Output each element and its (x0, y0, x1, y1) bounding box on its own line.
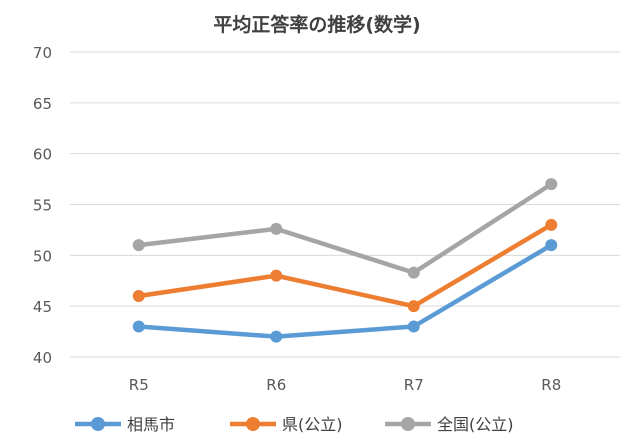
series-line (136, 181, 554, 275)
data-point (407, 320, 420, 333)
series-line (136, 242, 554, 339)
y-tick-label: 50 (33, 247, 52, 265)
series-lines (132, 178, 558, 343)
series-line (136, 222, 554, 309)
legend-label: 全国(公立) (437, 415, 514, 434)
data-point (407, 266, 420, 279)
legend-label: 相馬市 (127, 415, 175, 434)
y-tick-label: 40 (33, 349, 52, 367)
y-tick-label: 70 (33, 44, 52, 62)
y-tick-label: 45 (33, 298, 52, 316)
x-tick-label: R8 (541, 376, 561, 394)
legend-swatch-marker (246, 417, 260, 431)
legend: 相馬市 県(公立) 全国(公立) (75, 415, 514, 434)
data-point (132, 239, 145, 252)
y-tick-label: 60 (33, 146, 52, 164)
gridlines (70, 51, 620, 358)
x-tick-label: R7 (404, 376, 424, 394)
x-tick-label: R5 (129, 376, 149, 394)
data-point (407, 300, 420, 313)
data-point (545, 178, 558, 191)
x-axis-ticks: R5 R6 R7 R8 (129, 376, 561, 394)
data-point (270, 222, 283, 235)
data-point (545, 239, 558, 252)
legend-swatch-marker (401, 417, 415, 431)
y-tick-label: 55 (33, 197, 52, 215)
legend-label: 県(公立) (282, 415, 343, 434)
data-point (132, 290, 145, 302)
y-axis-ticks: 40 45 50 55 60 65 70 (33, 44, 52, 367)
data-point (132, 320, 145, 333)
data-point (270, 330, 283, 343)
data-point (270, 269, 283, 282)
data-point (545, 218, 558, 231)
x-tick-label: R6 (266, 376, 286, 394)
y-tick-label: 65 (33, 95, 52, 113)
chart-title: 平均正答率の推移(数学) (213, 14, 421, 36)
legend-swatch-marker (91, 417, 105, 431)
